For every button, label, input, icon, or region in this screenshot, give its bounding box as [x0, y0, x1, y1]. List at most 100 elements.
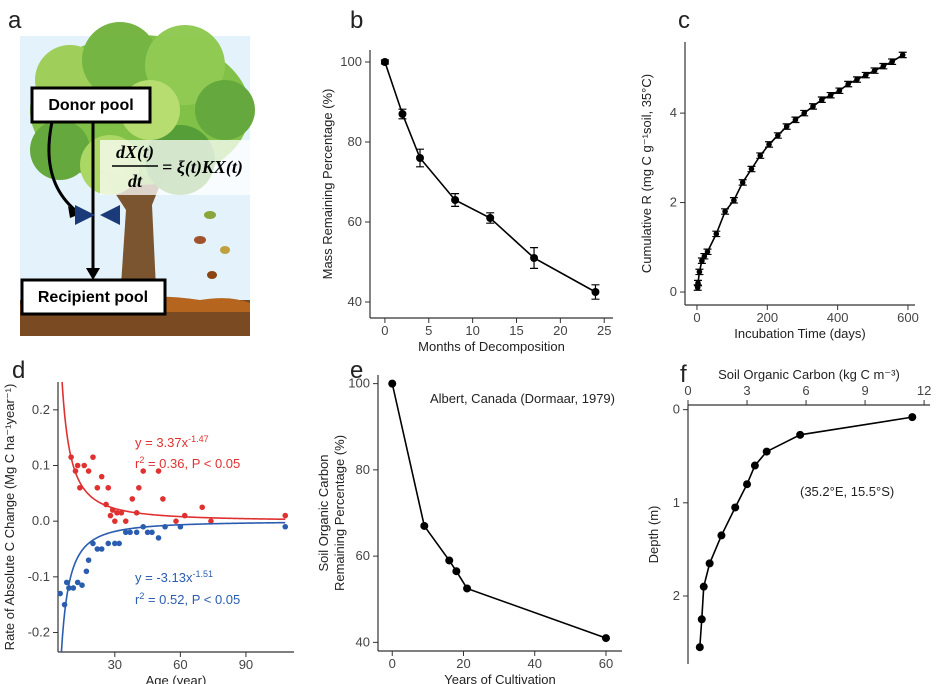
point [79, 582, 85, 588]
point [854, 76, 860, 83]
equation-rhs: = ξ(t)KX(t) [162, 157, 243, 178]
point [107, 512, 114, 519]
point [699, 582, 708, 591]
point [810, 103, 816, 110]
point [173, 518, 179, 524]
panel-label: f [680, 361, 687, 388]
point [801, 110, 808, 116]
panel-label: a [8, 7, 22, 34]
x-tick-label: 0 [693, 310, 700, 325]
point [98, 473, 105, 480]
line [391, 383, 607, 639]
recipient-box [20, 278, 167, 316]
y-tick-label: 0 [673, 402, 680, 417]
fit-curve [61, 382, 286, 521]
x-tick-label: 20 [553, 323, 567, 338]
x-tick-label: 12 [917, 383, 931, 398]
point [162, 523, 168, 530]
x-axis-title: Age (year) [146, 673, 207, 684]
point [463, 584, 472, 593]
point [452, 567, 461, 576]
x-tick-label: 40 [527, 656, 541, 671]
point [601, 634, 610, 643]
point [122, 529, 129, 536]
point [380, 58, 389, 66]
point [871, 67, 878, 74]
x-tick-label: 60 [599, 656, 613, 671]
x-tick-label: 10 [465, 323, 479, 338]
point [845, 81, 851, 87]
point [713, 231, 720, 237]
text-part: -1.47 [188, 434, 209, 444]
point [72, 468, 79, 474]
y-tick-label: 4 [670, 105, 677, 120]
point [880, 63, 887, 69]
y-tick-label: 100 [340, 54, 362, 69]
x-tick-label: 0 [381, 323, 388, 338]
point [112, 518, 118, 524]
point [74, 462, 81, 469]
text-part: 2 [139, 455, 144, 465]
point [181, 512, 188, 519]
donor-box [30, 86, 152, 124]
point [133, 510, 140, 516]
y-tick-label: 2 [670, 195, 677, 210]
point [144, 529, 151, 536]
y-tick-label: 60 [356, 548, 370, 563]
point [70, 585, 77, 591]
flow-arrow [47, 121, 76, 212]
point [98, 546, 105, 552]
point [155, 468, 162, 474]
point [731, 503, 740, 512]
point [739, 179, 746, 186]
point [451, 196, 460, 204]
point [114, 510, 120, 516]
x-tick-label: 25 [597, 323, 611, 338]
valve [75, 205, 120, 225]
text-part: Albert, Canada (Dormaar, 1979) [430, 391, 615, 406]
point [57, 590, 63, 597]
text-part: = 0.36, P < 0.05 [144, 456, 240, 471]
x-axis-title: Years of Cultivation [444, 672, 556, 684]
point [66, 585, 72, 591]
point [81, 462, 88, 469]
point [94, 546, 101, 552]
point [136, 484, 142, 491]
point [388, 379, 397, 388]
point [766, 141, 772, 148]
point [199, 504, 206, 511]
point [90, 454, 96, 460]
point [77, 484, 83, 491]
point [129, 496, 136, 502]
point [783, 123, 790, 130]
recipient-label: Recipient pool [38, 289, 148, 306]
y-tick-label: 40 [348, 294, 362, 309]
panel-label: b [350, 7, 363, 34]
point [103, 501, 109, 508]
x-tick-label: 0 [684, 383, 691, 398]
point [94, 484, 101, 491]
y-axis-title: Remaining Percentage (%) [332, 435, 347, 591]
point [796, 430, 805, 439]
annotation: (35.2°E, 15.5°S) [800, 484, 894, 499]
point [105, 484, 112, 491]
y-tick-label: -0.2 [28, 625, 50, 640]
annotation: y = 3.37x-1.47 [135, 434, 209, 450]
point [83, 568, 90, 575]
falling-leaves [194, 211, 230, 279]
y-tick-label: 80 [356, 462, 370, 477]
point [149, 529, 155, 536]
text-part: r [135, 592, 140, 607]
point [112, 540, 118, 547]
fit-curve [60, 521, 286, 652]
arrow-head [86, 268, 100, 280]
point [420, 521, 429, 530]
point [155, 535, 162, 541]
panel-label: d [12, 357, 25, 384]
point [85, 468, 92, 474]
y-tick-label: 0.1 [32, 458, 50, 473]
y-tick-label: 100 [348, 376, 370, 391]
point [74, 579, 81, 586]
point [63, 579, 70, 586]
